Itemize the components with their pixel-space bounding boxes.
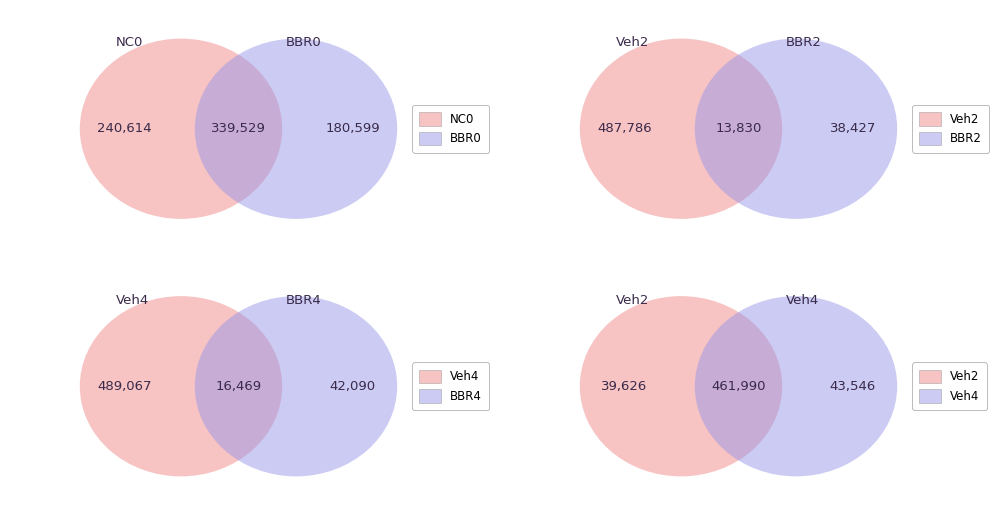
Text: Veh2: Veh2	[616, 37, 650, 49]
Text: 39,626: 39,626	[601, 380, 647, 393]
Text: 16,469: 16,469	[215, 380, 262, 393]
Text: Veh2: Veh2	[616, 294, 650, 307]
Text: 461,990: 461,990	[711, 380, 766, 393]
Text: NC0: NC0	[116, 37, 144, 49]
Text: 13,830: 13,830	[715, 122, 762, 135]
Text: BBR4: BBR4	[286, 294, 322, 307]
Ellipse shape	[580, 39, 782, 219]
Ellipse shape	[195, 296, 397, 476]
Ellipse shape	[80, 296, 282, 476]
Ellipse shape	[580, 296, 782, 476]
Text: 339,529: 339,529	[211, 122, 266, 135]
Text: 38,427: 38,427	[829, 122, 876, 135]
Text: 240,614: 240,614	[97, 122, 152, 135]
Text: BBR0: BBR0	[286, 37, 322, 49]
Ellipse shape	[695, 39, 897, 219]
Text: 42,090: 42,090	[330, 380, 376, 393]
Text: BBR2: BBR2	[786, 37, 822, 49]
Legend: Veh2, BBR2: Veh2, BBR2	[912, 105, 989, 152]
Legend: NC0, BBR0: NC0, BBR0	[412, 105, 489, 152]
Legend: Veh2, Veh4: Veh2, Veh4	[912, 363, 987, 410]
Text: Veh4: Veh4	[786, 294, 819, 307]
Ellipse shape	[195, 39, 397, 219]
Text: 489,067: 489,067	[97, 380, 152, 393]
Ellipse shape	[695, 296, 897, 476]
Text: Veh4: Veh4	[116, 294, 149, 307]
Text: 180,599: 180,599	[325, 122, 380, 135]
Legend: Veh4, BBR4: Veh4, BBR4	[412, 363, 489, 410]
Ellipse shape	[80, 39, 282, 219]
Text: 487,786: 487,786	[597, 122, 652, 135]
Text: 43,546: 43,546	[830, 380, 876, 393]
